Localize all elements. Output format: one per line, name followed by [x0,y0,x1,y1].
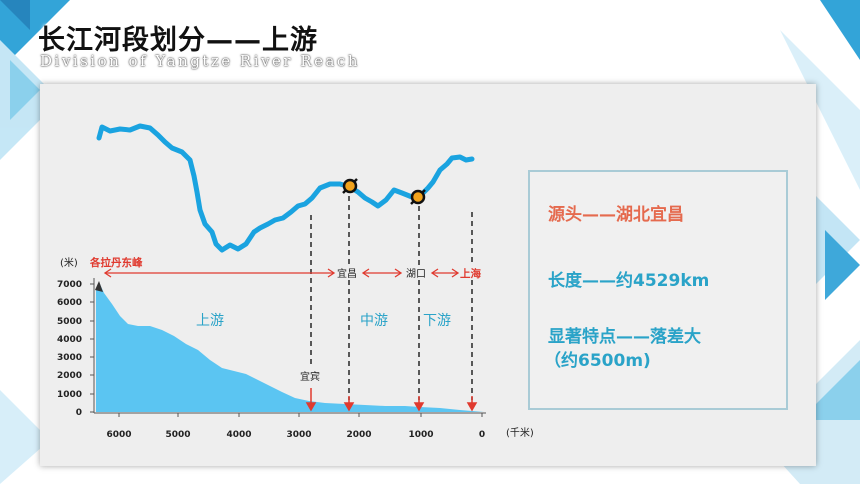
reach-divider-lines [310,196,473,400]
x-tick-label: 6000 [106,430,131,440]
source-peak-label: 各拉丹东峰 [89,256,143,269]
source-info: 源头——湖北宜昌 [548,205,684,225]
hukou-label: 湖口 [406,268,426,280]
y-tick-label: 0 [76,408,82,418]
yichang-label: 宜昌 [337,267,357,280]
river-course-line [96,123,475,253]
x-tick-label: 4000 [226,430,251,440]
y-tick-label: 5000 [57,317,82,327]
x-tick-label: 5000 [165,430,190,440]
page-title: 长江河段划分——上游 [38,25,318,56]
length-info: 长度——约4529km [548,271,710,291]
info-box: 源头——湖北宜昌 长度——约4529km 显著特点——落差大 （约6500m) [528,170,788,410]
page-subtitle: Division of Yangtze River Reach [40,52,360,70]
y-tick-label: 6000 [57,298,82,308]
elevation-profile-area [96,282,484,412]
feature-info-detail: （约6500m) [544,351,651,371]
y-tick-label: 4000 [57,335,82,345]
y-tick-label: 3000 [57,353,82,363]
y-tick-label: 2000 [57,371,82,381]
yichang-marker [342,178,358,194]
y-tick-label: 7000 [57,280,82,290]
source-peak-triangle [95,281,103,292]
middle-reach-label: 中游 [360,313,388,329]
y-tick-label: 1000 [57,390,82,400]
shanghai-label: 上海 [460,267,481,280]
x-tick-label: 1000 [408,430,433,440]
x-tick-label: 0 [479,430,485,440]
yibin-label: 宜宾 [300,370,320,383]
y-unit-label: (米) [60,256,78,269]
x-unit-label: (千米) [506,426,534,439]
upper-reach-label: 上游 [196,313,224,329]
x-tick-label: 3000 [286,430,311,440]
lower-reach-label: 下游 [423,313,451,329]
reach-arrows [103,268,460,278]
feature-info: 显著特点——落差大 [548,327,701,347]
city-location-arrows [305,388,478,412]
x-tick-label: 2000 [346,430,371,440]
hukou-marker [410,189,426,205]
